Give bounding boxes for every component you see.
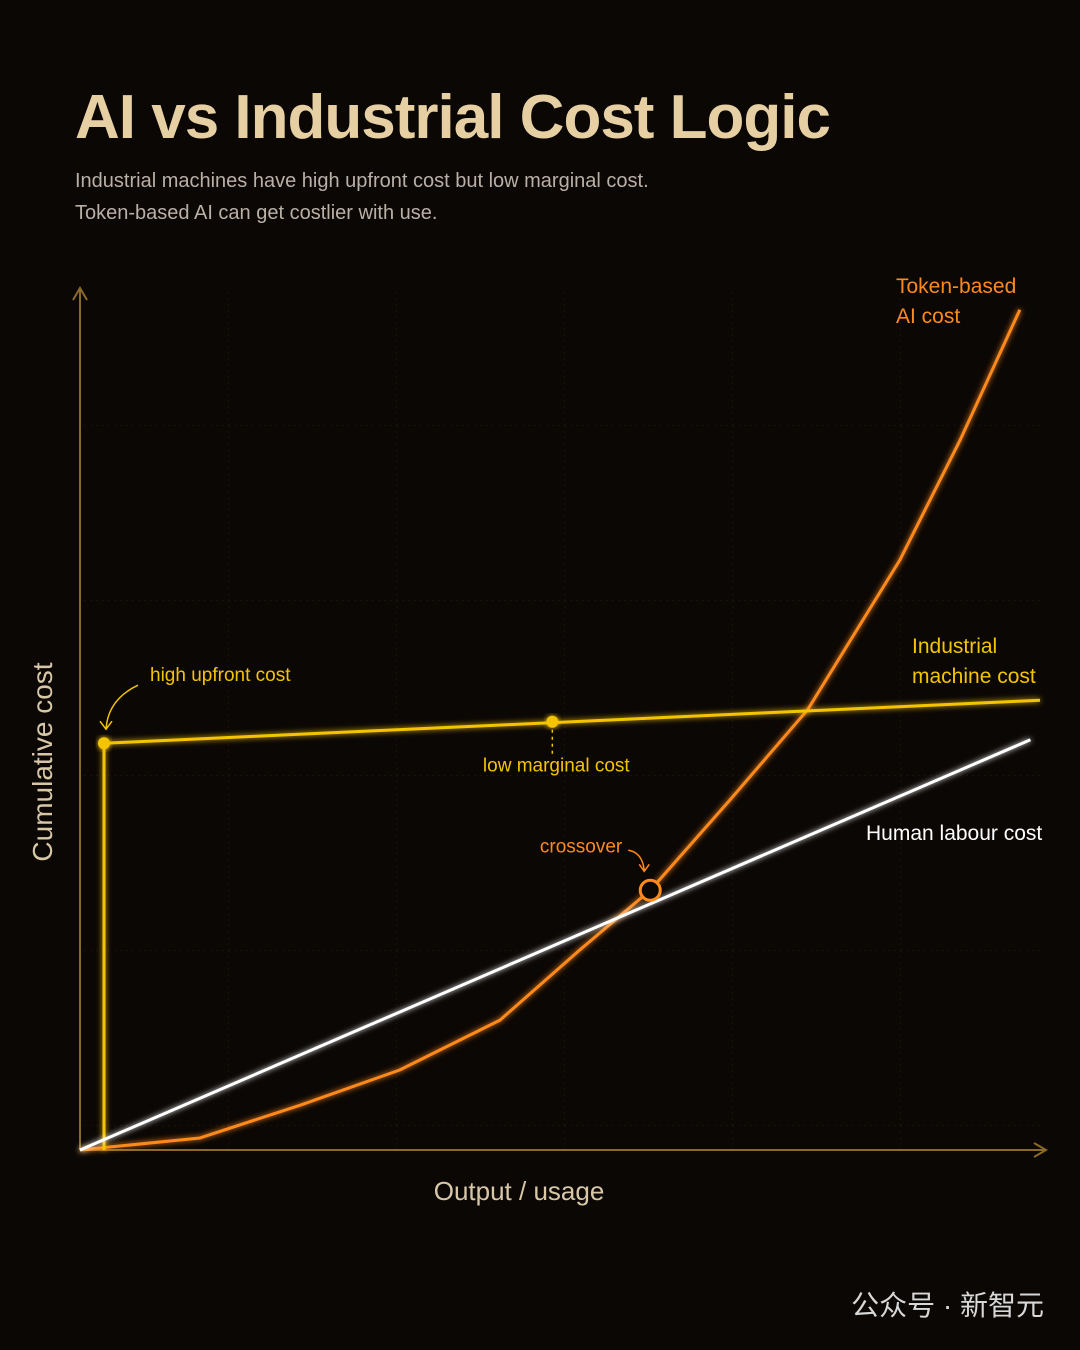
y-axis-label: Cumulative cost <box>27 662 58 861</box>
annotation-arrow <box>99 684 139 731</box>
annotation-label: low marginal cost <box>483 756 630 777</box>
annotation-arrow <box>628 849 650 873</box>
x-axis-label: Output / usage <box>434 1176 605 1206</box>
y-axis <box>72 286 88 1150</box>
annotation-point <box>546 715 559 728</box>
annotation-label: crossover <box>540 836 623 857</box>
legend-label: Token-based AI cost <box>896 275 1017 328</box>
x-axis <box>80 1142 1048 1158</box>
subtitle: Token-based AI can get costlier with use… <box>75 202 438 224</box>
legend-label: Human labour cost <box>866 822 1043 845</box>
annotation-label: high upfront cost <box>150 665 291 686</box>
subtitle: Industrial machines have high upfront co… <box>75 170 649 192</box>
watermark: 公众号 · 新智元 <box>851 1290 1044 1321</box>
chart-title: AI vs Industrial Cost Logic <box>75 83 831 152</box>
legend-label: Industrial machine cost <box>912 635 1036 688</box>
annotation-point <box>638 878 662 902</box>
series-line <box>79 738 1031 1152</box>
grid <box>80 290 1040 1150</box>
annotation-point <box>98 737 110 750</box>
